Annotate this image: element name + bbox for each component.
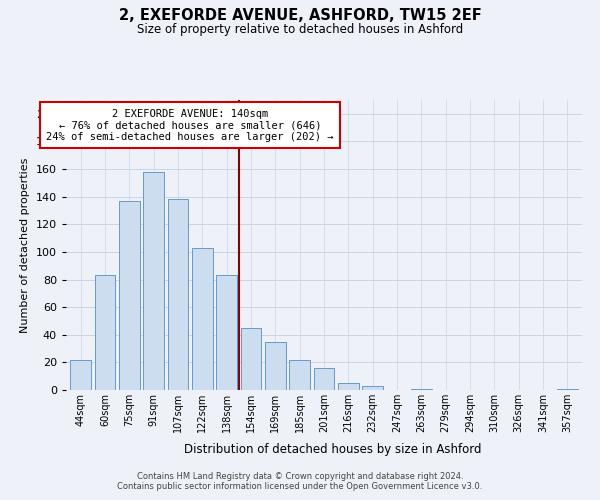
Bar <box>119 201 140 390</box>
Bar <box>314 368 334 390</box>
Text: Distribution of detached houses by size in Ashford: Distribution of detached houses by size … <box>184 442 482 456</box>
Bar <box>167 200 188 390</box>
Bar <box>70 360 91 390</box>
Bar <box>241 328 262 390</box>
Bar <box>216 276 237 390</box>
Y-axis label: Number of detached properties: Number of detached properties <box>20 158 30 332</box>
Bar <box>265 342 286 390</box>
Bar <box>95 276 115 390</box>
Bar <box>143 172 164 390</box>
Bar <box>557 388 578 390</box>
Text: Size of property relative to detached houses in Ashford: Size of property relative to detached ho… <box>137 22 463 36</box>
Bar <box>289 360 310 390</box>
Text: 2, EXEFORDE AVENUE, ASHFORD, TW15 2EF: 2, EXEFORDE AVENUE, ASHFORD, TW15 2EF <box>119 8 481 22</box>
Text: Contains HM Land Registry data © Crown copyright and database right 2024.
Contai: Contains HM Land Registry data © Crown c… <box>118 472 482 491</box>
Bar <box>192 248 212 390</box>
Bar <box>362 386 383 390</box>
Text: 2 EXEFORDE AVENUE: 140sqm
← 76% of detached houses are smaller (646)
24% of semi: 2 EXEFORDE AVENUE: 140sqm ← 76% of detac… <box>46 108 334 142</box>
Bar <box>338 383 359 390</box>
Bar <box>411 388 432 390</box>
